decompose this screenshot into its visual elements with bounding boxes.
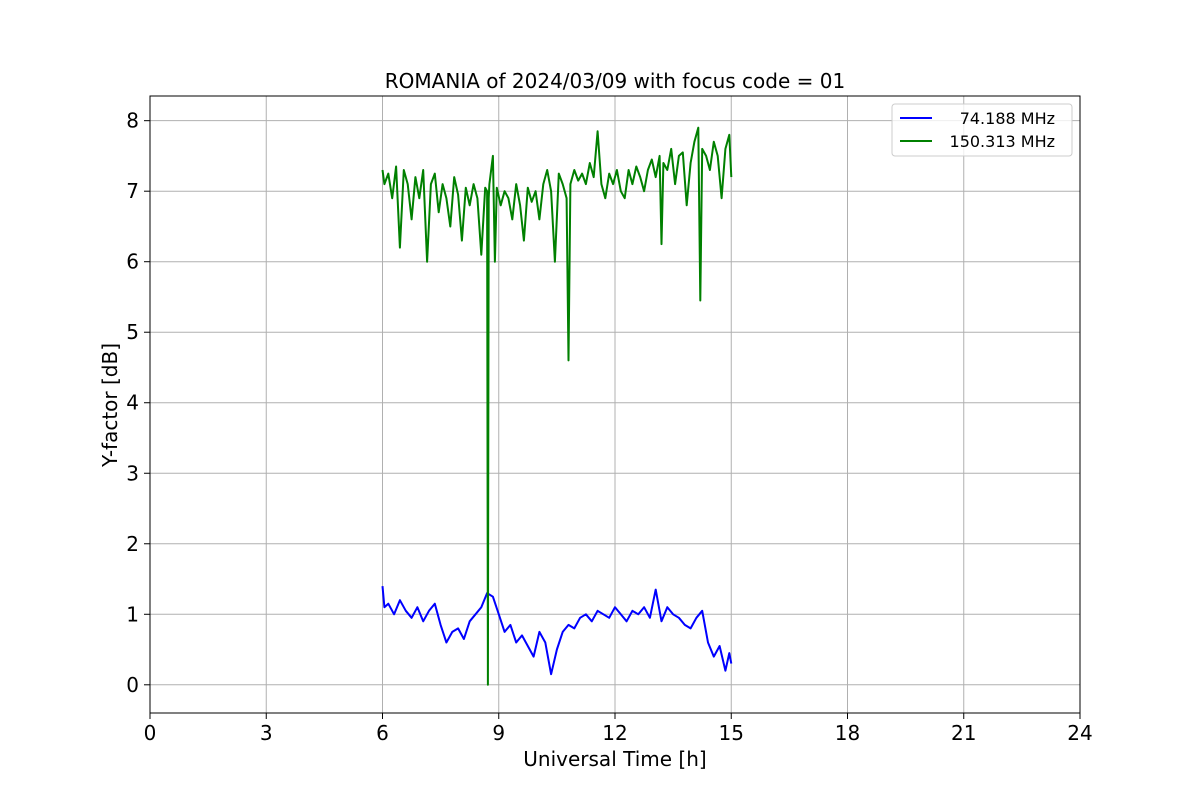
legend-box [891,103,1073,157]
y-tick-label: 5 [126,320,139,344]
plot-series [381,126,733,686]
y-tick-label: 8 [126,109,139,133]
legend: 74.188 MHz 150.313 MHz [891,103,1073,157]
legend-label-1: 150.313 MHz [950,132,1055,151]
x-tick-label: 15 [719,721,744,745]
y-tick-label: 2 [126,532,139,556]
y-tick-label: 6 [126,250,139,274]
y-tick-label: 7 [126,179,139,203]
y-tick-label: 1 [126,602,139,626]
y-tick-label: 4 [126,391,139,415]
x-tick-label: 3 [260,721,273,745]
x-tick-label: 12 [602,721,627,745]
series-line-0 [381,586,733,676]
x-tick-label: 9 [492,721,505,745]
x-tick-label: 0 [144,721,157,745]
x-tick-label: 21 [951,721,976,745]
x-tick-label: 24 [1067,721,1092,745]
legend-label-0: 74.188 MHz [960,109,1055,128]
y-tick-label: 0 [126,673,139,697]
y-axis-label: Y-factor [dB] [98,343,122,468]
series-line-1 [381,126,733,686]
x-tick-label: 6 [376,721,389,745]
y-axis: 0 1 2 3 4 5 6 7 8 [126,109,150,697]
x-axis-label: Universal Time [h] [523,747,706,771]
chart-title: ROMANIA of 2024/03/09 with focus code = … [385,69,845,93]
x-tick-label: 18 [835,721,860,745]
x-axis: 0 3 6 9 12 15 18 21 24 [144,713,1093,745]
y-tick-label: 3 [126,461,139,485]
